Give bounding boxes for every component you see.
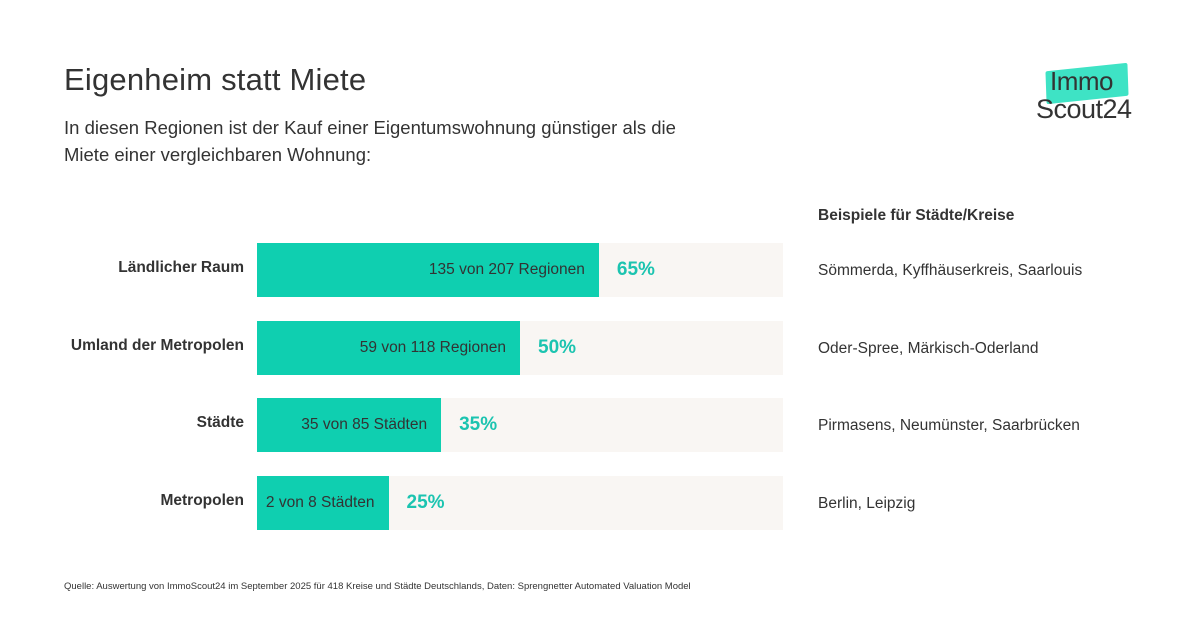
immoscout24-logo: Immo Scout24 (1034, 62, 1144, 128)
percent-label: 35% (459, 414, 498, 435)
page-title: Eigenheim statt Miete (64, 62, 367, 97)
bar (257, 321, 520, 375)
row-label: Ländlicher Raum (118, 259, 244, 276)
source-note: Quelle: Auswertung von ImmoScout24 im Se… (64, 581, 691, 592)
percent-label: 50% (538, 337, 577, 358)
example-cities: Pirmasens, Neumünster, Saarbrücken (818, 417, 1080, 434)
bar-track: 135 von 207 Regionen 65% (257, 243, 783, 297)
percent-label: 25% (406, 492, 445, 513)
row-label: Metropolen (160, 492, 244, 509)
logo-text-immo: Immo (1050, 66, 1114, 96)
example-cities: Berlin, Leipzig (818, 495, 916, 512)
example-cities: Oder-Spree, Märkisch-Oderland (818, 340, 1039, 357)
bar (257, 476, 389, 530)
bar-track: 2 von 8 Städten 25% (257, 476, 783, 530)
bar-count-label: 35 von 85 Städten (301, 416, 428, 433)
examples-heading: Beispiele für Städte/Kreise (818, 207, 1015, 224)
row-label: Städte (196, 414, 244, 431)
bar-count-label: 2 von 8 Städten (265, 494, 375, 511)
bar-count-label: 135 von 207 Regionen (428, 261, 585, 278)
bar (257, 398, 442, 452)
bar-track: 59 von 118 Regionen 50% (257, 321, 783, 375)
percent-label: 65% (616, 259, 655, 280)
bar-track: 35 von 85 Städten 35% (257, 398, 783, 452)
logo-text-scout24: Scout24 (1036, 94, 1132, 124)
bar-count-label: 59 von 118 Regionen (359, 339, 506, 356)
bar (257, 243, 599, 297)
row-label: Umland der Metropolen (70, 337, 244, 354)
example-cities: Sömmerda, Kyffhäuserkreis, Saarlouis (818, 262, 1083, 279)
page-subtitle: In diesen Regionen ist der Kauf einer Ei… (64, 117, 676, 165)
